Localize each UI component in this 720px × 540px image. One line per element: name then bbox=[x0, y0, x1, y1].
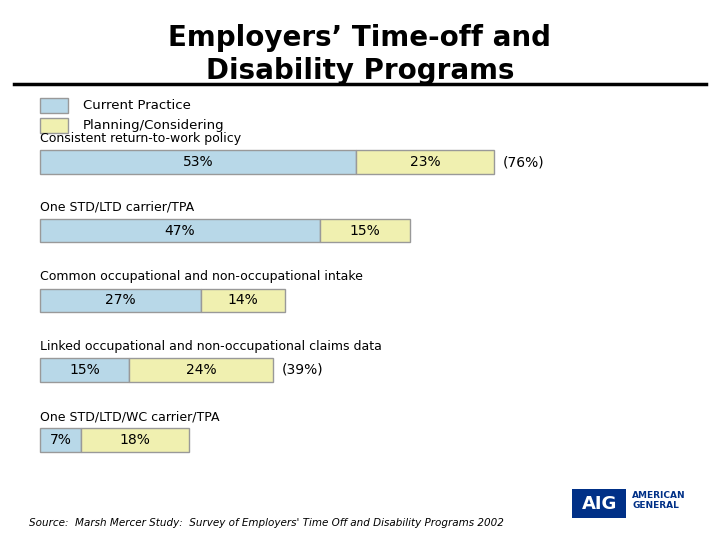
Text: Planning/Considering: Planning/Considering bbox=[83, 119, 225, 132]
Text: 15%: 15% bbox=[69, 363, 100, 377]
Text: One STD/LTD/WC carrier/TPA: One STD/LTD/WC carrier/TPA bbox=[40, 410, 219, 423]
Text: Source:  Marsh Mercer Study:  Survey of Employers' Time Off and Disability Progr: Source: Marsh Mercer Study: Survey of Em… bbox=[29, 518, 504, 528]
Text: (39%): (39%) bbox=[282, 363, 323, 377]
Text: 53%: 53% bbox=[183, 155, 213, 169]
Text: 23%: 23% bbox=[410, 155, 441, 169]
Text: 18%: 18% bbox=[120, 433, 150, 447]
Text: 15%: 15% bbox=[350, 224, 381, 238]
Text: Consistent return-to-work policy: Consistent return-to-work policy bbox=[40, 132, 240, 145]
Text: 14%: 14% bbox=[228, 293, 258, 307]
Text: Employers’ Time-off and
Disability Programs: Employers’ Time-off and Disability Progr… bbox=[168, 24, 552, 85]
Text: 47%: 47% bbox=[165, 224, 195, 238]
Text: One STD/LTD carrier/TPA: One STD/LTD carrier/TPA bbox=[40, 200, 194, 214]
Text: 27%: 27% bbox=[105, 293, 135, 307]
Text: (76%): (76%) bbox=[503, 155, 544, 169]
Text: Common occupational and non-occupational intake: Common occupational and non-occupational… bbox=[40, 270, 362, 283]
Text: Linked occupational and non-occupational claims data: Linked occupational and non-occupational… bbox=[40, 340, 382, 353]
Text: 7%: 7% bbox=[50, 433, 71, 447]
Text: AMERICAN
GENERAL: AMERICAN GENERAL bbox=[632, 491, 685, 510]
Text: Current Practice: Current Practice bbox=[83, 99, 191, 112]
Text: 24%: 24% bbox=[186, 363, 216, 377]
Text: AIG: AIG bbox=[582, 495, 617, 512]
